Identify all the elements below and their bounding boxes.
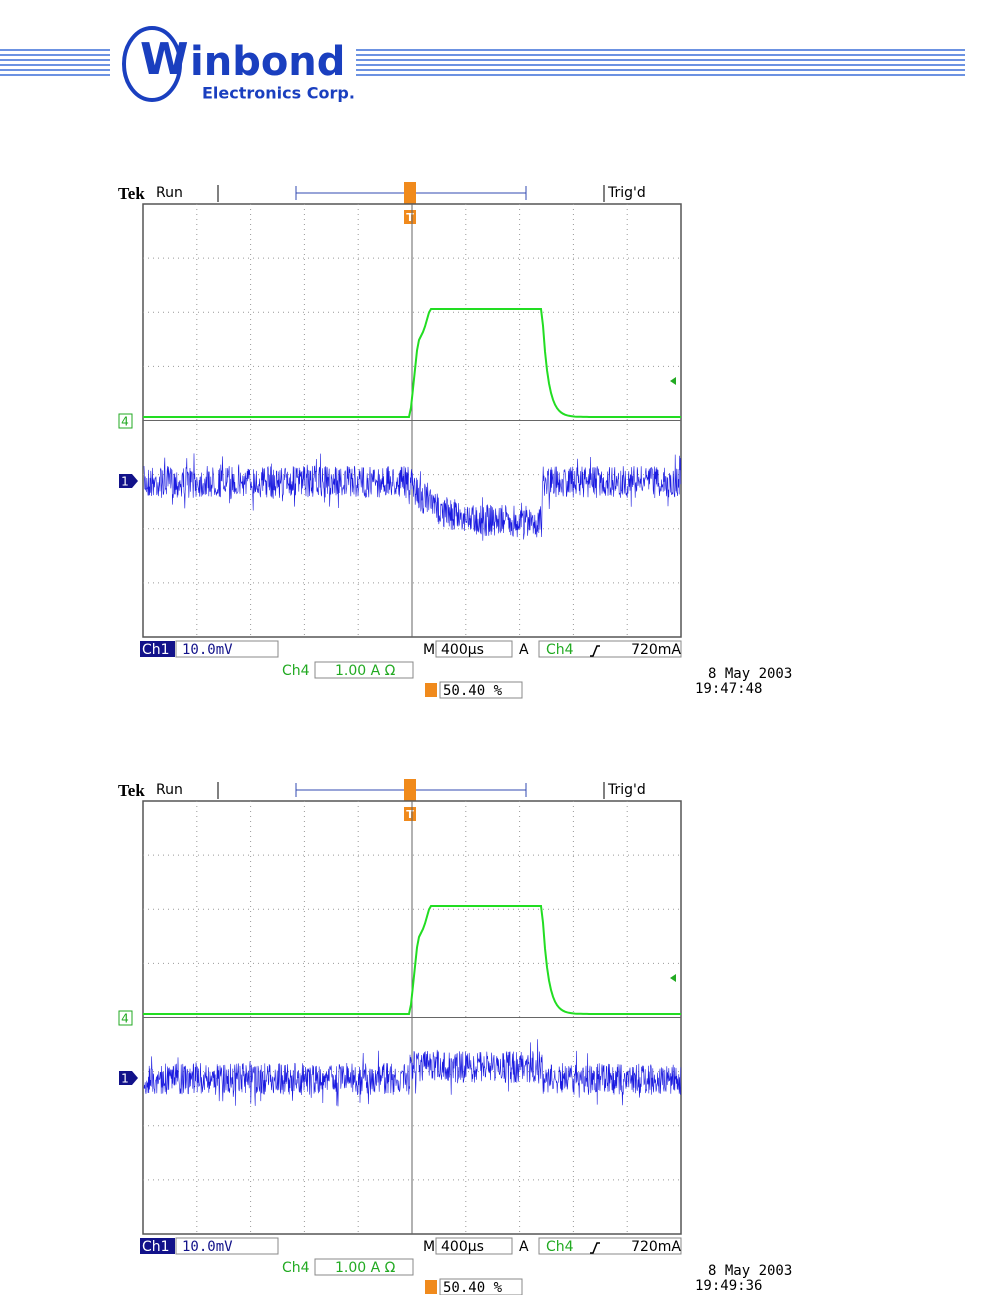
- trigger-level: 720mA: [631, 1239, 681, 1255]
- trigger-status: Trig'd: [607, 782, 646, 798]
- ch1-label-box: [140, 641, 175, 657]
- ch1-marker: 1: [121, 475, 129, 489]
- ch1-scale-box: [175, 640, 279, 658]
- trigger-box: [538, 640, 682, 658]
- logo-text: inbond: [190, 39, 345, 85]
- ch4-marker-box: [118, 1010, 133, 1026]
- ch4-marker: 4: [121, 415, 129, 429]
- timebase-box: [435, 640, 513, 658]
- ch4-scale-box: [314, 661, 414, 679]
- ch1-scale: 10.0mV: [182, 642, 233, 658]
- trigger-marker: T: [406, 211, 414, 224]
- time: 19:47:48: [695, 681, 762, 697]
- trigger-source: Ch4: [546, 642, 574, 658]
- ch4-trace: [143, 905, 681, 1015]
- ch4-marker-box: [118, 413, 133, 429]
- date: 8 May 2003: [708, 1263, 792, 1279]
- brand: Tek: [118, 781, 145, 800]
- scope: Tek Run Trig'd T 4 1 Ch1 10.0mV M 400µs A Ch4 720mA C…: [118, 779, 792, 1296]
- trigger-slope: [590, 1242, 600, 1254]
- logo-subtitle: Electronics Corp.: [202, 84, 355, 103]
- date: 8 May 2003: [708, 666, 792, 682]
- trigger-source: Ch4: [546, 1239, 574, 1255]
- trigger-marker-box: [404, 807, 416, 821]
- ch1-marker-box: [119, 474, 138, 488]
- header-lines: [0, 49, 965, 76]
- trigger-pos-box: [439, 681, 523, 699]
- ch1-scale: 10.0mV: [182, 1239, 233, 1255]
- trigger-position: 50.40 %: [443, 683, 503, 699]
- trigger-pos-icon: [425, 1280, 437, 1294]
- trigger-prefix: A: [519, 642, 529, 658]
- ch1-marker: 1: [121, 1072, 129, 1086]
- trigger-pos-icon: [425, 683, 437, 697]
- trigger-slope: [590, 645, 600, 657]
- ch4-scale-box: [314, 1258, 414, 1276]
- brand: Tek: [118, 184, 145, 203]
- ch4-trace: [143, 308, 681, 418]
- ch1-label: Ch1: [142, 642, 170, 658]
- ch1-marker-box: [119, 1071, 138, 1085]
- ch1-trace: [143, 453, 682, 541]
- ch4-label: Ch4: [282, 1260, 310, 1276]
- ch1-scale-box: [175, 1237, 279, 1255]
- status: Run: [156, 782, 183, 798]
- ch1-label: Ch1: [142, 1239, 170, 1255]
- timebase: 400µs: [441, 1239, 484, 1255]
- trigger-pos: [404, 779, 416, 801]
- trigger-level: 720mA: [631, 642, 681, 658]
- ch1-label-box: [140, 1238, 175, 1254]
- trigger-position: 50.40 %: [443, 1280, 503, 1295]
- status: Run: [156, 185, 183, 201]
- trigger-prefix: A: [519, 1239, 529, 1255]
- scope: Tek Run Trig'd T 4 1 Ch1 10.0mV M 400µs A Ch4 720mA C…: [118, 182, 792, 699]
- ch4-scale: 1.00 A Ω: [335, 1260, 396, 1276]
- time: 19:49:36: [695, 1278, 762, 1294]
- ch4-level-arrow: [670, 377, 676, 385]
- timebase: 400µs: [441, 642, 484, 658]
- time-prefix: M: [423, 642, 435, 658]
- ch4-level-arrow: [670, 974, 676, 982]
- trigger-marker: T: [406, 808, 414, 821]
- ch1-trace: [143, 1039, 682, 1107]
- ch4-marker: 4: [121, 1012, 129, 1026]
- time-prefix: M: [423, 1239, 435, 1255]
- timebase-box: [435, 1237, 513, 1255]
- logo-initial: W: [140, 34, 189, 85]
- ch4-scale: 1.00 A Ω: [335, 663, 396, 679]
- trigger-marker-box: [404, 210, 416, 224]
- ch4-label: Ch4: [282, 663, 310, 679]
- trigger-pos: [404, 182, 416, 204]
- trigger-box: [538, 1237, 682, 1255]
- trigger-status: Trig'd: [607, 185, 646, 201]
- logo-globe: [122, 26, 182, 102]
